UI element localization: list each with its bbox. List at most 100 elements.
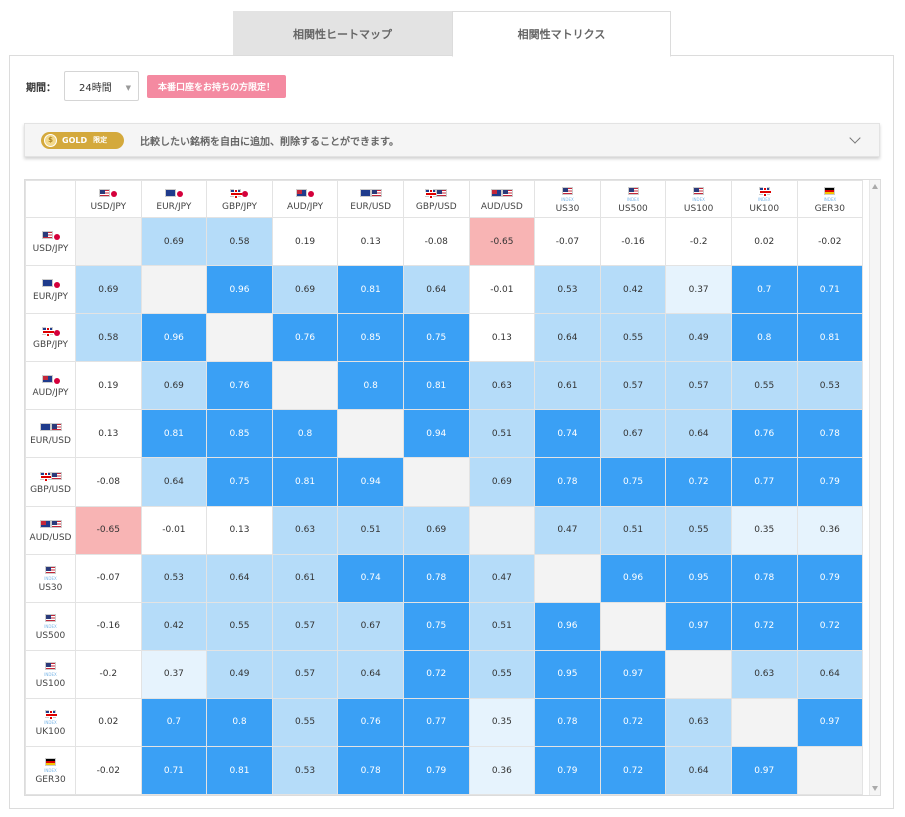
correlation-cell[interactable]: 0.72	[665, 457, 732, 507]
correlation-cell[interactable]: 0.72	[402, 649, 470, 699]
correlation-cell[interactable]: 0.13	[337, 216, 404, 267]
correlation-cell[interactable]	[468, 505, 536, 555]
correlation-cell[interactable]: 0.78	[534, 697, 601, 748]
correlation-cell[interactable]: 0.8	[730, 313, 798, 363]
correlation-cell[interactable]: 0.81	[402, 361, 470, 411]
correlation-cell[interactable]: 0.47	[534, 505, 601, 555]
correlation-cell[interactable]	[75, 216, 142, 267]
column-header[interactable]: AUD/USD	[468, 180, 536, 218]
correlation-cell[interactable]: 0.78	[796, 409, 864, 459]
correlation-cell[interactable]: 0.72	[599, 697, 667, 748]
correlation-cell[interactable]: 0.81	[140, 409, 208, 459]
correlation-cell[interactable]: 0.64	[534, 313, 601, 363]
correlation-cell[interactable]: 0.97	[665, 601, 732, 651]
correlation-cell[interactable]: 0.96	[140, 313, 208, 363]
column-header[interactable]: GBP/JPY	[206, 180, 273, 218]
correlation-cell[interactable]: 0.13	[206, 505, 273, 555]
correlation-cell[interactable]: 0.76	[730, 409, 798, 459]
correlation-cell[interactable]: 0.64	[402, 265, 470, 315]
correlation-cell[interactable]: 0.35	[730, 505, 798, 555]
correlation-cell[interactable]: 0.77	[402, 697, 470, 748]
correlation-cell[interactable]: 0.94	[402, 409, 470, 459]
correlation-cell[interactable]: 0.74	[534, 409, 601, 459]
row-header[interactable]: EUR/JPY	[25, 265, 76, 315]
correlation-cell[interactable]: 0.75	[206, 457, 273, 507]
correlation-cell[interactable]: 0.81	[271, 457, 339, 507]
correlation-cell[interactable]: 0.53	[271, 746, 339, 795]
correlation-cell[interactable]: 0.7	[730, 265, 798, 315]
correlation-cell[interactable]: 0.96	[206, 265, 273, 315]
correlation-cell[interactable]: 0.51	[468, 409, 536, 459]
chevron-down-icon[interactable]	[849, 132, 861, 144]
correlation-cell[interactable]: 0.81	[337, 265, 404, 315]
column-header[interactable]: INDEX UK100	[730, 180, 798, 218]
correlation-cell[interactable]: 0.63	[665, 697, 732, 748]
correlation-cell[interactable]: -0.08	[402, 216, 470, 267]
correlation-cell[interactable]	[206, 313, 273, 363]
correlation-cell[interactable]: 0.19	[75, 361, 142, 411]
correlation-cell[interactable]: 0.55	[599, 313, 667, 363]
row-header[interactable]: INDEX US100	[25, 649, 76, 699]
correlation-cell[interactable]: 0.7	[140, 697, 208, 748]
correlation-cell[interactable]: 0.8	[271, 409, 339, 459]
correlation-cell[interactable]: -0.01	[468, 265, 536, 315]
correlation-cell[interactable]	[402, 457, 470, 507]
row-header[interactable]: INDEX US500	[25, 601, 76, 651]
correlation-cell[interactable]: 0.64	[796, 649, 864, 699]
correlation-cell[interactable]: 0.85	[206, 409, 273, 459]
correlation-cell[interactable]: 0.72	[730, 601, 798, 651]
correlation-cell[interactable]: 0.02	[730, 216, 798, 267]
correlation-cell[interactable]: 0.69	[140, 361, 208, 411]
correlation-cell[interactable]: 0.55	[468, 649, 536, 699]
correlation-cell[interactable]: 0.96	[534, 601, 601, 651]
correlation-cell[interactable]: 0.55	[271, 697, 339, 748]
correlation-cell[interactable]: -0.08	[75, 457, 142, 507]
correlation-cell[interactable]: 0.67	[337, 601, 404, 651]
scroll-down-icon[interactable]	[872, 786, 878, 791]
correlation-cell[interactable]: 0.55	[206, 601, 273, 651]
correlation-cell[interactable]: 0.75	[402, 601, 470, 651]
correlation-cell[interactable]: 0.37	[140, 649, 208, 699]
correlation-cell[interactable]	[337, 409, 404, 459]
correlation-cell[interactable]: -0.2	[75, 649, 142, 699]
correlation-cell[interactable]: 0.76	[337, 697, 404, 748]
column-header[interactable]: EUR/USD	[337, 180, 404, 218]
correlation-cell[interactable]: 0.79	[534, 746, 601, 795]
correlation-cell[interactable]: 0.55	[665, 505, 732, 555]
correlation-cell[interactable]: 0.95	[534, 649, 601, 699]
correlation-cell[interactable]: 0.94	[337, 457, 404, 507]
row-header[interactable]: EUR/USD	[25, 409, 76, 459]
correlation-cell[interactable]: -0.16	[75, 601, 142, 651]
scroll-up-icon[interactable]	[872, 184, 878, 189]
correlation-cell[interactable]: 0.97	[599, 649, 667, 699]
scrollbar[interactable]	[869, 180, 880, 795]
column-header[interactable]: USD/JPY	[75, 180, 142, 218]
correlation-cell[interactable]: 0.81	[206, 746, 273, 795]
correlation-cell[interactable]: 0.53	[140, 553, 208, 603]
correlation-cell[interactable]: 0.85	[337, 313, 404, 363]
correlation-cell[interactable]	[599, 601, 667, 651]
correlation-cell[interactable]: 0.55	[730, 361, 798, 411]
correlation-cell[interactable]: 0.97	[796, 697, 864, 748]
correlation-cell[interactable]: 0.8	[206, 697, 273, 748]
correlation-cell[interactable]: 0.13	[468, 313, 536, 363]
correlation-cell[interactable]: 0.8	[337, 361, 404, 411]
row-header[interactable]: INDEX UK100	[25, 697, 76, 748]
correlation-cell[interactable]: 0.64	[140, 457, 208, 507]
correlation-cell[interactable]: 0.75	[402, 313, 470, 363]
correlation-cell[interactable]: 0.51	[599, 505, 667, 555]
correlation-cell[interactable]: 0.13	[75, 409, 142, 459]
correlation-cell[interactable]: 0.64	[665, 746, 732, 795]
correlation-cell[interactable]: 0.67	[599, 409, 667, 459]
correlation-cell[interactable]: -0.16	[599, 216, 667, 267]
correlation-cell[interactable]: 0.37	[665, 265, 732, 315]
period-select[interactable]: 24時間 ▼	[64, 71, 139, 101]
correlation-cell[interactable]: 0.64	[206, 553, 273, 603]
correlation-cell[interactable]: 0.69	[271, 265, 339, 315]
correlation-cell[interactable]: 0.97	[730, 746, 798, 795]
gold-feature-bar[interactable]: $ GOLD 限定 比較したい銘柄を自由に追加、削除することができます。	[24, 123, 880, 157]
tab-heatmap[interactable]: 相関性ヒートマップ	[233, 11, 452, 56]
correlation-cell[interactable]: 0.58	[206, 216, 273, 267]
row-header[interactable]: AUD/USD	[25, 505, 76, 555]
correlation-cell[interactable]: 0.61	[271, 553, 339, 603]
